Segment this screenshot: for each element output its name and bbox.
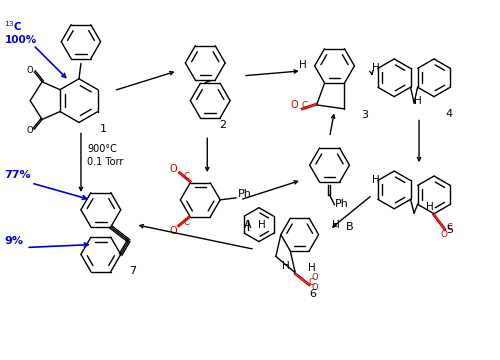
Text: C: C xyxy=(184,219,190,228)
Text: H: H xyxy=(372,175,380,185)
Text: 9%: 9% xyxy=(4,237,24,247)
Text: H: H xyxy=(299,60,306,70)
Text: $^{13}$C: $^{13}$C xyxy=(4,19,23,33)
Text: H: H xyxy=(308,263,316,273)
Text: C: C xyxy=(308,278,314,287)
Text: H: H xyxy=(414,96,422,105)
Text: H: H xyxy=(258,220,266,230)
Text: 7: 7 xyxy=(128,266,136,276)
Text: 6: 6 xyxy=(310,289,316,299)
Text: O: O xyxy=(170,164,177,174)
Text: 4: 4 xyxy=(446,109,453,120)
Text: O: O xyxy=(170,226,177,236)
Text: Ph: Ph xyxy=(238,189,252,199)
Text: 77%: 77% xyxy=(4,170,31,180)
Text: O: O xyxy=(27,126,34,135)
Text: C: C xyxy=(447,222,453,231)
Text: 100%: 100% xyxy=(4,35,36,45)
Text: O: O xyxy=(312,283,318,292)
Text: H: H xyxy=(282,261,290,271)
Text: O: O xyxy=(291,100,298,110)
Text: A: A xyxy=(244,220,252,230)
Text: 900°C
0.1 Torr: 900°C 0.1 Torr xyxy=(87,144,124,167)
Text: 2: 2 xyxy=(220,120,226,130)
Text: H: H xyxy=(332,220,340,230)
Text: C: C xyxy=(184,172,190,181)
Text: H: H xyxy=(426,202,434,212)
Text: B: B xyxy=(346,222,354,231)
Text: Ph: Ph xyxy=(334,199,348,209)
Text: H: H xyxy=(372,63,380,73)
Text: 3: 3 xyxy=(362,111,368,121)
Text: C: C xyxy=(302,101,308,110)
Text: 1: 1 xyxy=(100,124,107,134)
Text: O: O xyxy=(312,273,318,282)
Text: O: O xyxy=(27,66,34,75)
Text: 5: 5 xyxy=(446,225,453,235)
Text: O: O xyxy=(440,230,448,239)
